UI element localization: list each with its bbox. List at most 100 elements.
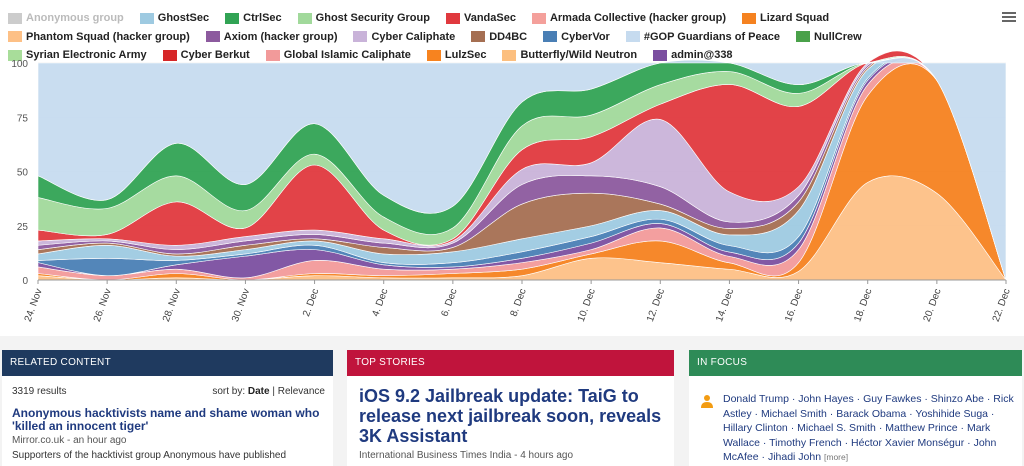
legend-swatch — [531, 12, 546, 24]
focus-topic-link[interactable]: Timothy French — [769, 436, 842, 449]
person-icon — [701, 395, 713, 408]
related-content-panel: Related content 3319 results sort by: Da… — [2, 350, 333, 466]
legend-item[interactable]: DD4BC — [471, 29, 527, 45]
y-tick-label: 25 — [17, 222, 29, 233]
legend-label: #GOP Guardians of Peace — [643, 30, 780, 43]
focus-topic-link[interactable]: Jihadi John — [767, 451, 822, 463]
focus-topic-link[interactable]: Michael S. Smith — [797, 422, 876, 434]
legend-swatch — [471, 31, 486, 42]
focus-topic-link[interactable]: Guy Fawkes — [863, 393, 922, 405]
legend-label: Syrian Electronic Army — [26, 49, 147, 61]
link-separator: · — [853, 393, 864, 405]
link-separator: · — [957, 422, 967, 434]
top-story-headline-link[interactable]: iOS 9.2 Jailbreak update: TaiG to releas… — [359, 386, 662, 446]
related-source: Mirror.co.uk - an hour ago — [12, 435, 127, 446]
link-separator: · — [759, 436, 770, 449]
y-tick-label: 50 — [17, 168, 29, 179]
link-separator: · — [787, 422, 798, 434]
link-separator: · — [921, 393, 931, 405]
link-separator: · — [964, 436, 974, 449]
x-tick-label: 2. Dec — [301, 287, 321, 318]
legend-item[interactable]: Syrian Electronic Army — [8, 47, 147, 63]
legend-item[interactable]: admin@338 — [653, 47, 733, 63]
legend-swatch — [205, 31, 220, 42]
x-tick-label: 22. Dec — [991, 287, 1013, 323]
legend-swatch — [653, 49, 668, 61]
in-focus-links: Donald Trump · John Hayes · Guy Fawkes ·… — [723, 392, 1014, 465]
legend-item[interactable]: Cyber Caliphate — [353, 29, 455, 45]
x-tick-label: 28. Nov — [161, 287, 183, 323]
focus-topic-link[interactable]: Yoshihide Suga — [915, 407, 989, 420]
sort-controls: sort by: Date | Relevance — [212, 386, 325, 397]
legend-swatch — [543, 31, 558, 42]
link-separator: · — [826, 407, 837, 420]
x-tick-label: 24. Nov — [23, 287, 45, 323]
focus-topic-link[interactable]: Rick Astley — [723, 393, 1014, 420]
legend-item[interactable]: #GOP Guardians of Peace — [625, 29, 780, 45]
focus-topic-link[interactable]: Mark Wallace — [723, 422, 991, 449]
legend-item[interactable]: CtrlSec — [225, 10, 282, 26]
link-separator: · — [988, 407, 995, 420]
legend-label: LulzSec — [444, 49, 487, 61]
legend-label: Axiom (hacker group) — [223, 30, 338, 43]
top-story-source: International Business Times India - 4 h… — [359, 450, 574, 461]
focus-topic-link[interactable]: Hillary Clinton — [723, 422, 788, 434]
focus-topic-link[interactable]: John Hayes — [798, 393, 854, 405]
legend-label: CyberVor — [561, 30, 610, 43]
y-tick-label: 100 — [11, 59, 28, 70]
legend-item[interactable]: Phantom Squad (hacker group) — [8, 29, 190, 45]
related-content-header: Related content — [2, 350, 333, 376]
legend-item[interactable]: LulzSec — [426, 47, 487, 63]
link-separator: · — [875, 422, 886, 434]
legend-item[interactable]: CyberVor — [543, 29, 610, 45]
legend-item[interactable]: Axiom (hacker group) — [205, 29, 338, 45]
legend-item[interactable]: Lizard Squad — [742, 10, 829, 26]
x-tick-label: 20. Dec — [922, 287, 944, 323]
legend-swatch — [426, 49, 441, 61]
series-area[interactable] — [37, 57, 1007, 281]
focus-topic-link[interactable]: John McAfee — [723, 436, 997, 464]
related-snippet: Supporters of the hacktivist group Anony… — [12, 450, 287, 461]
legend-swatch — [8, 49, 22, 61]
legend-item[interactable]: Ghost Security Group — [297, 10, 430, 26]
legend-swatch — [297, 12, 312, 24]
legend-swatch — [225, 12, 240, 24]
focus-topic-link[interactable]: Matthew Prince — [885, 422, 958, 434]
more-link[interactable]: [more] — [824, 452, 849, 462]
legend-swatch — [139, 12, 154, 24]
link-separator: · — [758, 451, 768, 463]
legend-label: VandaSec — [463, 12, 516, 24]
legend-swatch — [625, 31, 640, 42]
legend-item[interactable]: Butterfly/Wild Neutron — [502, 47, 637, 63]
chart-panel: Anonymous group GhostSec CtrlSec Ghost Secu… — [0, 0, 1024, 336]
chart-legend: Anonymous group GhostSec CtrlSec Ghost Secu… — [8, 10, 1008, 66]
link-separator: · — [788, 393, 799, 405]
focus-topic-link[interactable]: Barack Obama — [836, 407, 907, 420]
legend-swatch — [502, 49, 517, 61]
y-tick-label: 75 — [17, 113, 29, 124]
legend-item[interactable]: Global Islamic Caliphate — [265, 47, 411, 63]
legend-swatch — [8, 31, 22, 42]
legend-item[interactable]: VandaSec — [445, 10, 516, 26]
legend-label: DD4BC — [489, 30, 528, 43]
legend-item[interactable]: GhostSec — [139, 10, 209, 26]
focus-topic-link[interactable]: Donald Trump — [723, 393, 789, 405]
link-separator: · — [751, 407, 761, 420]
sort-relevance-link[interactable]: Relevance — [277, 386, 325, 397]
legend-item[interactable]: Armada Collective (hacker group) — [531, 10, 726, 26]
legend-item[interactable]: NullCrew — [795, 29, 862, 45]
x-tick-label: 6. Dec — [439, 287, 459, 318]
legend-item[interactable]: Anonymous group — [8, 10, 124, 26]
legend-label: admin@338 — [671, 49, 733, 61]
legend-label: CtrlSec — [243, 12, 282, 24]
legend-label: Cyber Caliphate — [371, 30, 456, 43]
focus-topic-link[interactable]: Michael Smith — [760, 407, 827, 420]
legend-swatch — [445, 12, 460, 24]
legend-item[interactable]: Cyber Berkut — [162, 47, 250, 63]
chart-menu-icon[interactable] — [1002, 10, 1016, 24]
focus-topic-link[interactable]: Héctor Xavier Monségur — [851, 436, 965, 449]
legend-swatch — [162, 49, 177, 61]
sort-date-link[interactable]: Date — [247, 386, 270, 397]
focus-topic-link[interactable]: Shinzo Abe — [930, 393, 984, 405]
related-headline-link[interactable]: Anonymous hacktivists name and shame wom… — [12, 406, 320, 433]
